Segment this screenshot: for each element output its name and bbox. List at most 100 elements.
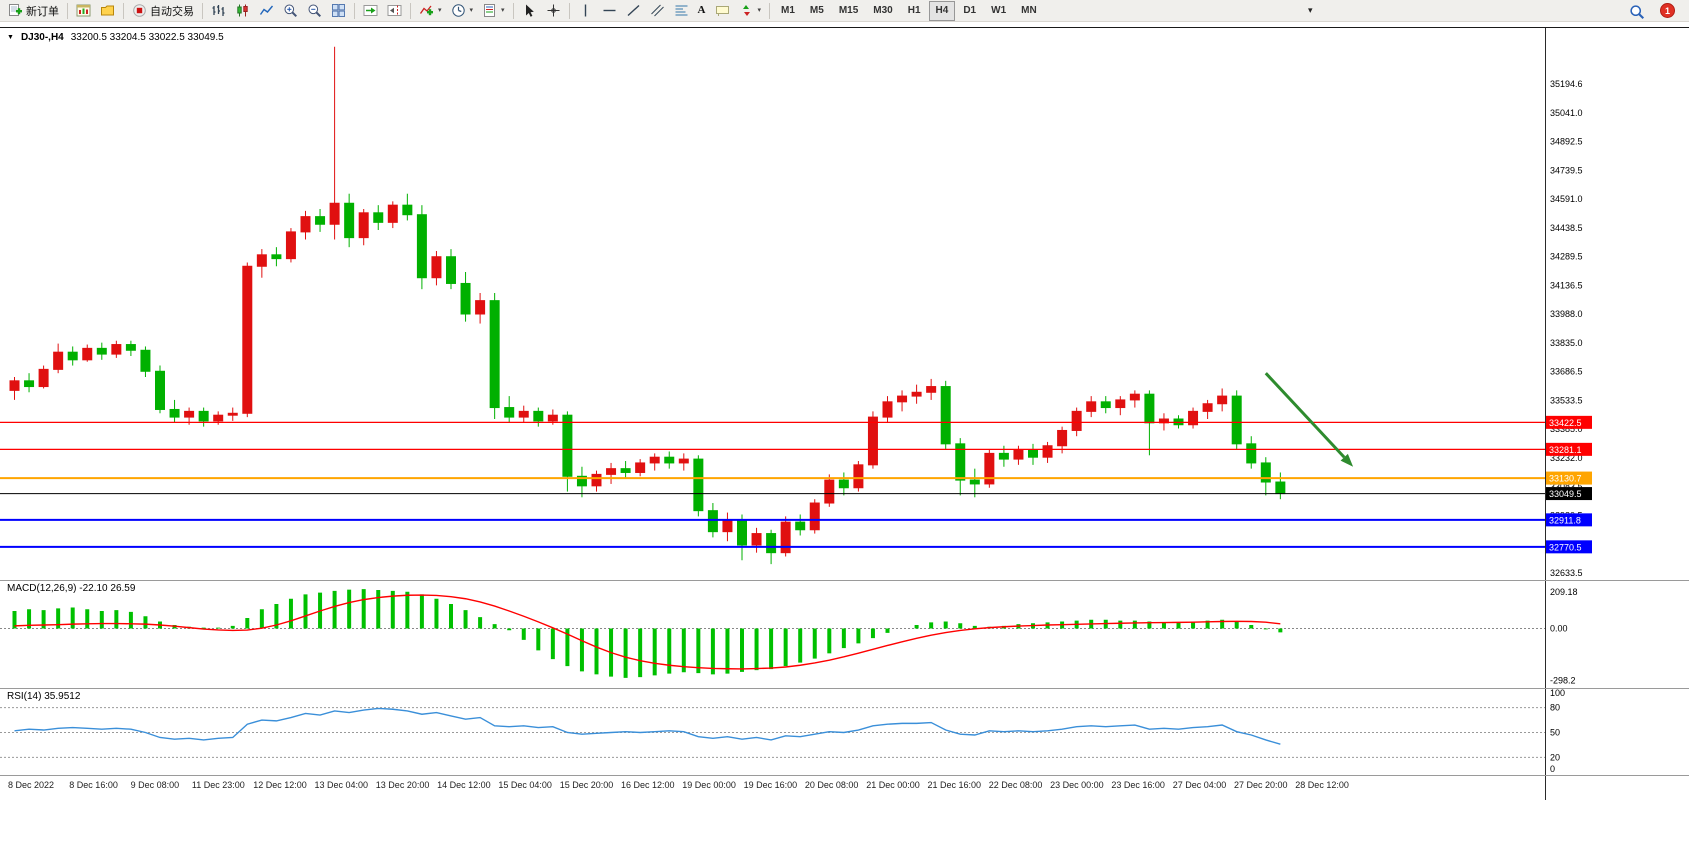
macd-axis-label: 209.18 — [1550, 587, 1578, 597]
rsi-canvas[interactable]: 100 80 50 20 0 — [0, 688, 1689, 775]
rsi-axis-label: 100 — [1550, 688, 1565, 698]
text-label-button[interactable] — [711, 1, 734, 21]
macd-label: MACD(12,26,9) -22.10 26.59 — [7, 583, 135, 594]
timeframe-button-m15[interactable]: M15 — [832, 1, 865, 21]
toolbar-divider — [354, 2, 355, 19]
zoom-out-button[interactable] — [303, 1, 326, 21]
new-order-label: 新订单 — [26, 5, 59, 18]
charts-button[interactable] — [72, 1, 95, 21]
price-chart-canvas[interactable]: 35194.6 35041.0 34892.5 34739.5 34591.0 34438… — [0, 28, 1689, 580]
ohlc-bars-icon — [212, 5, 225, 16]
tile-windows-button[interactable] — [327, 1, 350, 21]
search-button[interactable] — [1625, 2, 1649, 22]
price-axis-label: 33835.0 — [1550, 338, 1583, 348]
vertical-line-button[interactable] — [574, 1, 597, 21]
macd-axis-label: -298.2 — [1550, 676, 1576, 686]
cursor-button[interactable] — [518, 1, 541, 21]
candle-body — [1057, 429, 1068, 447]
price-scale-axis-line[interactable] — [1545, 27, 1546, 800]
trend-arrow-annotation[interactable] — [1264, 372, 1346, 459]
timeframe-button-w1[interactable]: W1 — [984, 1, 1013, 21]
indicators-button[interactable]: ▾ — [415, 1, 446, 21]
chart-menu-triangle-icon[interactable]: ▼ — [7, 34, 14, 41]
tile-windows-icon — [332, 4, 346, 18]
candle-body — [591, 473, 602, 487]
candle-body — [635, 462, 646, 473]
time-axis-label: 15 Dec 20:00 — [559, 780, 614, 790]
time-axis-label: 27 Dec 20:00 — [1234, 780, 1288, 790]
timeframe-button-h4[interactable]: H4 — [928, 0, 956, 21]
price-axis-label: 34136.5 — [1550, 280, 1583, 290]
text-button[interactable]: A — [694, 1, 710, 21]
macd-canvas[interactable]: 209.18 0.00 -298.2 — [0, 580, 1689, 688]
timeframe-button-d1[interactable]: D1 — [956, 1, 983, 21]
auto-scroll-button[interactable] — [359, 1, 382, 21]
rsi-axis-label: 80 — [1550, 703, 1560, 713]
price-line-label-box — [1546, 442, 1592, 456]
price-line-label: 32911.8 — [1549, 515, 1581, 525]
price-axis-label: 35041.0 — [1550, 108, 1583, 118]
templates-button[interactable]: ▾ — [478, 1, 509, 21]
candle-body — [344, 202, 355, 239]
crosshair-icon — [547, 4, 560, 17]
candle-body — [1202, 403, 1213, 412]
timeframe-button-m5[interactable]: M5 — [803, 1, 831, 21]
dropdown-caret-icon: ▾ — [757, 7, 762, 14]
periods-button[interactable]: ▾ — [447, 1, 478, 21]
toolbar-divider — [67, 2, 68, 19]
dropdown-caret-icon: ▾ — [438, 7, 442, 14]
time-axis[interactable]: 8 Dec 2022 8 Dec 16:00 9 Dec 08:00 11 Dec 2… — [0, 776, 1689, 860]
time-axis-label: 22 Dec 08:00 — [988, 780, 1043, 790]
chart-shift-button[interactable] — [383, 1, 406, 21]
auto-trading-button[interactable]: 自动交易 — [128, 1, 198, 21]
candle-body — [125, 344, 136, 351]
candle-body — [111, 344, 122, 355]
candle-body — [853, 464, 864, 489]
timeframe-button-m30[interactable]: M30 — [866, 1, 899, 21]
new-order-button[interactable]: 新订单 — [4, 1, 63, 21]
toolbar: 新订单 自动交易 — [0, 0, 1689, 22]
timeframe-button-h1[interactable]: H1 — [901, 1, 928, 21]
zoom-in-button[interactable] — [279, 1, 302, 21]
candle-body — [707, 510, 718, 533]
bars-chart-button[interactable] — [207, 1, 230, 21]
candle-body — [242, 265, 253, 414]
price-line-label: 32770.5 — [1549, 542, 1582, 552]
chart-ohlc-values: 33200.5 33204.5 33022.5 33049.5 — [70, 32, 224, 43]
candle-body — [1144, 393, 1155, 424]
price-line-label: 33130.7 — [1549, 474, 1582, 484]
candle-body — [969, 479, 980, 485]
candle-body — [955, 443, 966, 481]
arrows-button[interactable]: ▾ — [735, 1, 766, 21]
profiles-button[interactable] — [96, 1, 119, 21]
candles-chart-button[interactable] — [231, 1, 254, 21]
chart-shift-icon — [387, 5, 402, 16]
cursor-icon — [525, 4, 534, 17]
macd-main-value: -22.10 — [79, 583, 108, 594]
trendline-button[interactable] — [622, 1, 645, 21]
toolbar-divider — [410, 2, 411, 19]
candle-body — [998, 452, 1009, 460]
candle-body — [155, 370, 165, 410]
chart-window-top-border — [0, 27, 1689, 28]
channel-button[interactable] — [646, 1, 669, 21]
panel-separator — [0, 775, 1689, 776]
toolbar-divider — [568, 2, 570, 19]
fibonacci-button[interactable] — [670, 1, 693, 21]
time-axis-label: 28 Dec 12:00 — [1295, 780, 1349, 790]
horizontal-line-button[interactable] — [598, 1, 621, 21]
price-line-label-box — [1546, 415, 1592, 429]
notification-badge[interactable]: 1 — [1660, 3, 1675, 18]
timeframe-button-m1[interactable]: M1 — [774, 1, 802, 21]
chart-symbol-timeframe: DJ30-,H4 — [20, 32, 64, 43]
candle-body — [926, 386, 937, 393]
timeframe-button-mn[interactable]: MN — [1014, 1, 1044, 21]
crosshair-button[interactable] — [542, 1, 565, 21]
candle-body — [1275, 481, 1286, 495]
time-axis-label: 8 Dec 2022 — [8, 780, 55, 790]
line-chart-button[interactable] — [255, 1, 278, 21]
dropdown-caret-icon: ▾ — [469, 7, 474, 14]
toolbar-overflow-icon[interactable]: ▾ — [1308, 5, 1313, 15]
candle-body — [24, 380, 35, 388]
candle-body — [1246, 443, 1257, 464]
